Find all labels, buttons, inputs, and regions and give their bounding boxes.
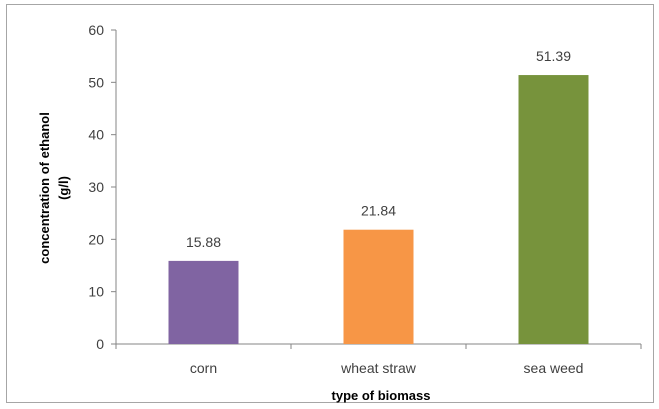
data-label: 15.88 bbox=[186, 234, 221, 250]
x-category-label: sea weed bbox=[524, 360, 584, 376]
y-tick-label: 10 bbox=[88, 284, 104, 300]
data-labels: 15.88 21.84 51.39 bbox=[186, 48, 571, 250]
y-axis: 0 10 20 30 40 50 60 bbox=[88, 22, 117, 352]
y-tick-label: 40 bbox=[88, 127, 104, 143]
bar-sea-weed bbox=[518, 75, 589, 345]
y-axis-title-line-1: concentration of ethanol bbox=[37, 112, 52, 264]
y-tick-label: 60 bbox=[88, 22, 104, 38]
x-axis-title: type of biomass bbox=[332, 388, 431, 403]
data-label: 21.84 bbox=[361, 203, 396, 219]
x-category-label: corn bbox=[190, 360, 217, 376]
bar-wheat-straw bbox=[343, 229, 414, 344]
bars bbox=[168, 75, 589, 345]
y-axis-title-line-2: (g/l) bbox=[56, 176, 71, 200]
bar-corn bbox=[168, 260, 239, 344]
x-axis: corn wheat straw sea weed bbox=[115, 343, 642, 376]
x-category-label: wheat straw bbox=[340, 360, 417, 376]
y-tick-label: 30 bbox=[88, 179, 104, 195]
y-tick-label: 50 bbox=[88, 74, 104, 90]
data-label: 51.39 bbox=[536, 48, 571, 64]
y-tick-label: 20 bbox=[88, 231, 104, 247]
y-tick-label: 0 bbox=[96, 336, 104, 352]
